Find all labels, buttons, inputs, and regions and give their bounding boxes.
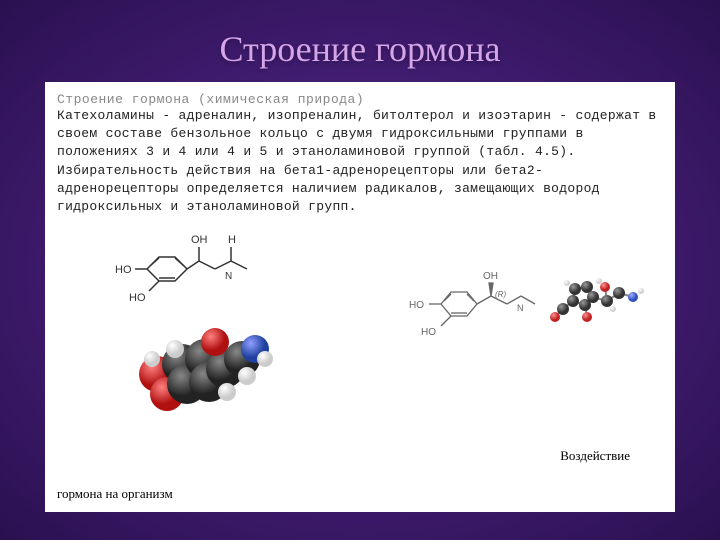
footer-text-right: Воздействие (560, 448, 630, 464)
structural-formula-left: HO HO OH H N (97, 229, 277, 314)
svg-text:OH: OH (191, 234, 208, 246)
svg-text:HO: HO (421, 327, 436, 338)
svg-text:N: N (517, 303, 524, 313)
svg-text:HO: HO (409, 300, 424, 311)
footer-text-left: гормона на организм (57, 486, 173, 502)
content-panel: Строение гормона (химическая природа) Ка… (45, 82, 675, 512)
body-text: Катехоламины - адреналин, изопреналин, б… (57, 107, 663, 216)
molecule-diagrams: HO HO OH H N (57, 224, 663, 424)
svg-text:HO: HO (115, 264, 132, 276)
svg-text:OH: OH (483, 271, 498, 282)
slide-title: Строение гормона (0, 0, 720, 82)
svg-text:(R): (R) (495, 290, 506, 299)
svg-text:N: N (225, 271, 232, 282)
svg-text:H: H (228, 234, 236, 246)
subtitle-text: Строение гормона (химическая природа) (57, 92, 663, 107)
spacefill-model-left (127, 304, 277, 414)
ballstick-model-right (543, 259, 658, 334)
structural-formula-right: HO HO OH (R) N (403, 259, 553, 339)
svg-text:HO: HO (129, 292, 146, 304)
